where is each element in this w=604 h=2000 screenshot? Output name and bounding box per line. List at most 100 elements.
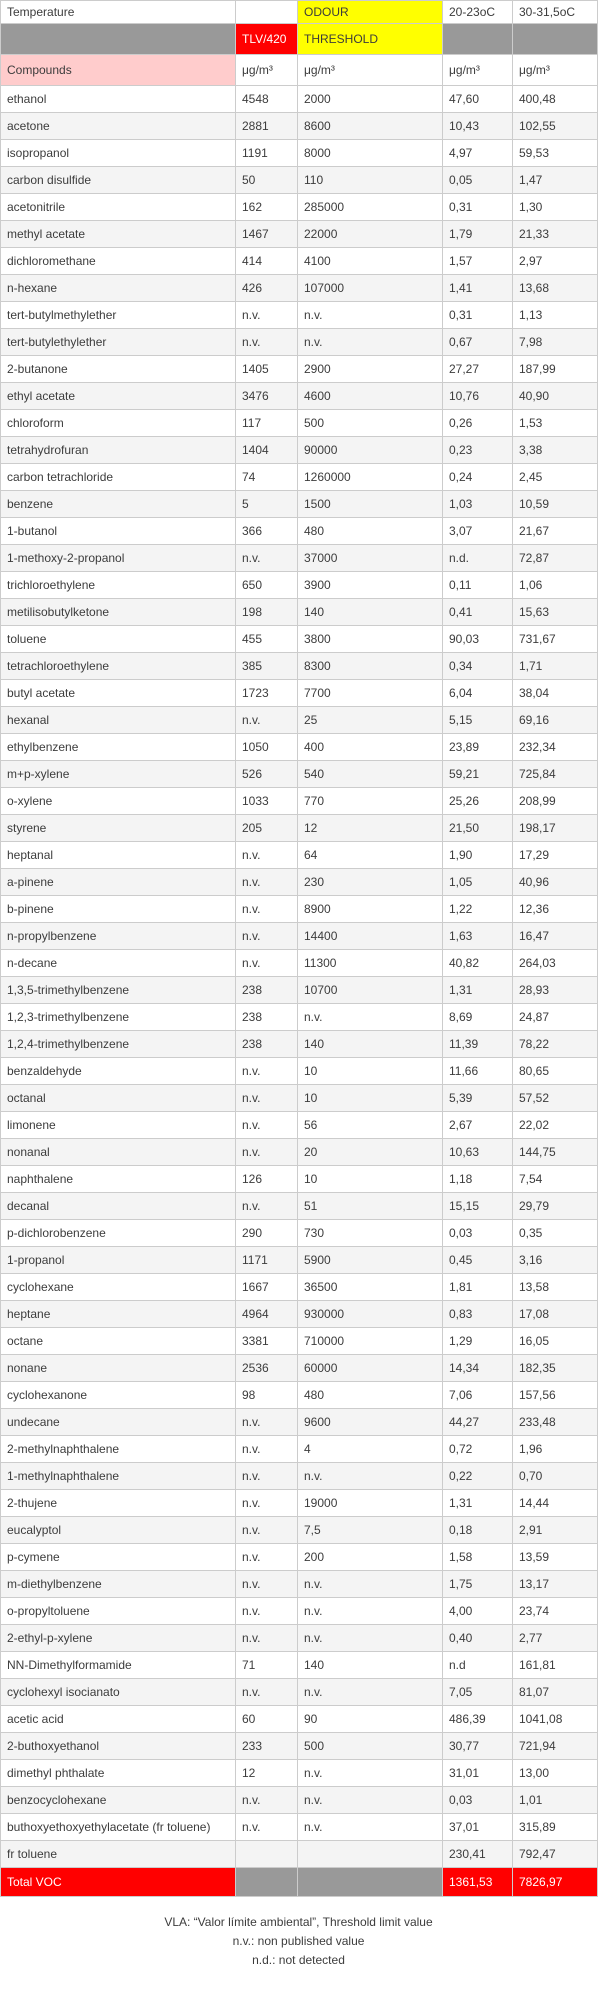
table-row: n-propylbenzene n.v. 14400 1,63 16,47 bbox=[0, 922, 598, 950]
odour-threshold-value-cell: 8900 bbox=[297, 895, 443, 923]
total-voc-row: Total VOC 1361,53 7826,97 bbox=[0, 1867, 598, 1897]
value-20-23-cell: 0,03 bbox=[442, 1219, 513, 1247]
odour-threshold-value-cell: 200 bbox=[297, 1543, 443, 1571]
value-30-31-cell: 2,45 bbox=[512, 463, 598, 491]
odour-threshold-value-cell: n.v. bbox=[297, 328, 443, 356]
table-row: o-xylene 1033 770 25,26 208,99 bbox=[0, 787, 598, 815]
tlv-value-cell: 74 bbox=[235, 463, 298, 491]
compound-name-cell: acetonitrile bbox=[0, 193, 236, 221]
header-row-units: Compounds μg/m³ μg/m³ μg/m³ μg/m³ bbox=[0, 54, 598, 86]
value-30-31-cell: 17,08 bbox=[512, 1300, 598, 1328]
odour-threshold-value-cell: 90 bbox=[297, 1705, 443, 1733]
tlv-value-cell: n.v. bbox=[235, 1408, 298, 1436]
value-20-23-cell: 1,90 bbox=[442, 841, 513, 869]
gray-spacer-cell bbox=[512, 23, 598, 55]
value-20-23-cell: 10,43 bbox=[442, 112, 513, 140]
compound-name-cell: heptanal bbox=[0, 841, 236, 869]
value-30-31-cell: 1,47 bbox=[512, 166, 598, 194]
tlv-value-cell: 414 bbox=[235, 247, 298, 275]
unit-cell: μg/m³ bbox=[297, 54, 443, 86]
table-row: naphthalene 126 10 1,18 7,54 bbox=[0, 1165, 598, 1193]
compound-name-cell: o-xylene bbox=[0, 787, 236, 815]
table-row: undecane n.v. 9600 44,27 233,48 bbox=[0, 1408, 598, 1436]
table-row: tetrachloroethylene 385 8300 0,34 1,71 bbox=[0, 652, 598, 680]
value-20-23-cell: 0,31 bbox=[442, 301, 513, 329]
value-30-31-cell: 24,87 bbox=[512, 1003, 598, 1031]
value-30-31-cell: 1,96 bbox=[512, 1435, 598, 1463]
value-20-23-cell: 0,40 bbox=[442, 1624, 513, 1652]
table-row: 2-thujene n.v. 19000 1,31 14,44 bbox=[0, 1489, 598, 1517]
value-30-31-cell: 10,59 bbox=[512, 490, 598, 518]
compound-name-cell: undecane bbox=[0, 1408, 236, 1436]
value-20-23-cell: 2,67 bbox=[442, 1111, 513, 1139]
compound-name-cell: 2-buthoxyethanol bbox=[0, 1732, 236, 1760]
compound-name-cell: 1-methoxy-2-propanol bbox=[0, 544, 236, 572]
table-row: n-decane n.v. 11300 40,82 264,03 bbox=[0, 949, 598, 977]
table-row: acetonitrile 162 285000 0,31 1,30 bbox=[0, 193, 598, 221]
unit-cell: μg/m³ bbox=[512, 54, 598, 86]
tlv-value-cell: 2536 bbox=[235, 1354, 298, 1382]
value-30-31-cell: 315,89 bbox=[512, 1813, 598, 1841]
table-row: 1,2,4-trimethylbenzene 238 140 11,39 78,… bbox=[0, 1030, 598, 1058]
odour-threshold-value-cell: 10 bbox=[297, 1165, 443, 1193]
compound-name-cell: fr toluene bbox=[0, 1840, 236, 1868]
value-30-31-cell: 2,97 bbox=[512, 247, 598, 275]
compound-name-cell: NN-Dimethylformamide bbox=[0, 1651, 236, 1679]
compound-name-cell: benzocyclohexane bbox=[0, 1786, 236, 1814]
value-30-31-cell: 40,96 bbox=[512, 868, 598, 896]
compound-name-cell: dichloromethane bbox=[0, 247, 236, 275]
value-30-31-cell: 400,48 bbox=[512, 85, 598, 113]
odour-threshold-value-cell: 7,5 bbox=[297, 1516, 443, 1544]
value-20-23-cell: 0,83 bbox=[442, 1300, 513, 1328]
value-30-31-cell: 102,55 bbox=[512, 112, 598, 140]
compound-name-cell: butyl acetate bbox=[0, 679, 236, 707]
value-30-31-cell: 161,81 bbox=[512, 1651, 598, 1679]
table-row: butyl acetate 1723 7700 6,04 38,04 bbox=[0, 679, 598, 707]
value-20-23-cell: 15,15 bbox=[442, 1192, 513, 1220]
value-20-23-cell: 1,57 bbox=[442, 247, 513, 275]
compound-name-cell: n-hexane bbox=[0, 274, 236, 302]
tlv-value-cell: 71 bbox=[235, 1651, 298, 1679]
value-20-23-cell: 0,31 bbox=[442, 193, 513, 221]
value-30-31-cell: 59,53 bbox=[512, 139, 598, 167]
odour-threshold-value-cell: 500 bbox=[297, 1732, 443, 1760]
value-20-23-cell: 59,21 bbox=[442, 760, 513, 788]
odour-threshold-value-cell: 64 bbox=[297, 841, 443, 869]
tlv-value-cell bbox=[235, 1840, 298, 1868]
temp-30-31-cell: 30-31,5oC bbox=[512, 0, 598, 24]
value-30-31-cell: 7,54 bbox=[512, 1165, 598, 1193]
table-row: 2-ethyl-p-xylene n.v. n.v. 0,40 2,77 bbox=[0, 1624, 598, 1652]
table-row: 1-methylnaphthalene n.v. n.v. 0,22 0,70 bbox=[0, 1462, 598, 1490]
value-30-31-cell: 69,16 bbox=[512, 706, 598, 734]
value-30-31-cell: 721,94 bbox=[512, 1732, 598, 1760]
odour-threshold-value-cell: 480 bbox=[297, 517, 443, 545]
value-30-31-cell: 40,90 bbox=[512, 382, 598, 410]
tlv-value-cell: n.v. bbox=[235, 841, 298, 869]
table-row: limonene n.v. 56 2,67 22,02 bbox=[0, 1111, 598, 1139]
value-20-23-cell: 230,41 bbox=[442, 1840, 513, 1868]
value-30-31-cell: 187,99 bbox=[512, 355, 598, 383]
odour-threshold-value-cell: 25 bbox=[297, 706, 443, 734]
table-row: 1-methoxy-2-propanol n.v. 37000 n.d. 72,… bbox=[0, 544, 598, 572]
value-30-31-cell: 157,56 bbox=[512, 1381, 598, 1409]
compound-name-cell: cyclohexane bbox=[0, 1273, 236, 1301]
odour-threshold-value-cell: n.v. bbox=[297, 1597, 443, 1625]
odour-threshold-value-cell: n.v. bbox=[297, 1003, 443, 1031]
tlv-value-cell: 60 bbox=[235, 1705, 298, 1733]
value-30-31-cell: 72,87 bbox=[512, 544, 598, 572]
tlv-value-cell: 12 bbox=[235, 1759, 298, 1787]
value-20-23-cell: 0,11 bbox=[442, 571, 513, 599]
header-row-tlv-threshold: TLV/420 THRESHOLD bbox=[0, 23, 598, 55]
table-row: p-dichlorobenzene 290 730 0,03 0,35 bbox=[0, 1219, 598, 1247]
unit-cell: μg/m³ bbox=[442, 54, 513, 86]
compound-name-cell: buthoxyethoxyethylacetate (fr toluene) bbox=[0, 1813, 236, 1841]
table-row: metilisobutylketone 198 140 0,41 15,63 bbox=[0, 598, 598, 626]
value-30-31-cell: 2,91 bbox=[512, 1516, 598, 1544]
table-row: decanal n.v. 51 15,15 29,79 bbox=[0, 1192, 598, 1220]
compound-name-cell: dimethyl phthalate bbox=[0, 1759, 236, 1787]
odour-threshold-value-cell: 10700 bbox=[297, 976, 443, 1004]
footnotes: VLA: “Valor límite ambiental”, Threshold… bbox=[0, 1913, 597, 1970]
odour-threshold-value-cell: n.v. bbox=[297, 1786, 443, 1814]
table-row: methyl acetate 1467 22000 1,79 21,33 bbox=[0, 220, 598, 248]
tlv-value-cell: 162 bbox=[235, 193, 298, 221]
